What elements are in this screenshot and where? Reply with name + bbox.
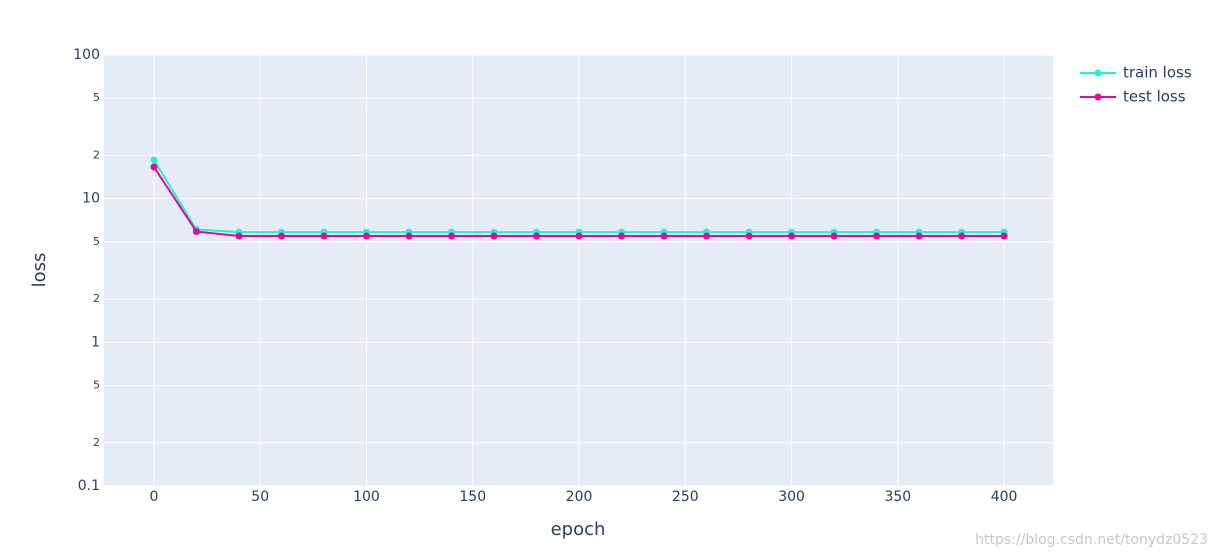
- y-tick-label: 2: [93, 292, 100, 305]
- data-point: [533, 232, 541, 240]
- x-tick-label: 250: [672, 489, 699, 505]
- y-tick-label: 1: [91, 334, 100, 350]
- data-point: [830, 232, 838, 240]
- data-point: [277, 232, 285, 240]
- legend-swatch: [1094, 69, 1102, 77]
- y-tick-label: 2: [93, 436, 100, 449]
- data-point: [618, 232, 626, 240]
- data-point: [660, 232, 668, 240]
- data-point: [873, 232, 881, 240]
- x-tick-label: 50: [251, 489, 269, 505]
- y-tick-label: 0.1: [78, 478, 100, 494]
- data-point: [362, 232, 370, 240]
- x-tick-label: 150: [459, 489, 486, 505]
- data-point: [958, 232, 966, 240]
- data-point: [192, 228, 200, 236]
- x-tick-label: 350: [884, 489, 911, 505]
- x-tick-label: 0: [149, 489, 158, 505]
- y-axis-title: loss: [29, 253, 50, 288]
- x-tick-label: 100: [353, 489, 380, 505]
- y-tick-label: 10: [82, 191, 100, 207]
- data-point: [575, 232, 583, 240]
- data-point: [448, 232, 456, 240]
- y-tick-label: 5: [93, 235, 100, 248]
- data-point: [235, 232, 243, 240]
- x-axis-title: epoch: [551, 519, 606, 540]
- data-point: [150, 156, 158, 164]
- x-tick-label: 300: [778, 489, 805, 505]
- data-point: [1000, 232, 1008, 240]
- y-tick-label: 2: [93, 148, 100, 161]
- data-point: [915, 232, 923, 240]
- data-point: [150, 163, 158, 171]
- data-point: [745, 232, 753, 240]
- data-point: [490, 232, 498, 240]
- watermark: https://blog.csdn.net/tonydz0523: [975, 532, 1208, 548]
- data-point: [788, 232, 796, 240]
- legend-label: test loss: [1123, 88, 1186, 106]
- y-tick-label: 100: [73, 47, 100, 63]
- plot-area: [104, 55, 1053, 486]
- data-point: [320, 232, 328, 240]
- x-tick-label: 400: [991, 489, 1018, 505]
- data-point: [405, 232, 413, 240]
- legend-swatch: [1094, 93, 1102, 101]
- data-point: [703, 232, 711, 240]
- x-tick-label: 200: [566, 489, 593, 505]
- legend-label: train loss: [1123, 64, 1192, 82]
- y-tick-label: 5: [93, 91, 100, 104]
- y-tick-label: 5: [93, 379, 100, 392]
